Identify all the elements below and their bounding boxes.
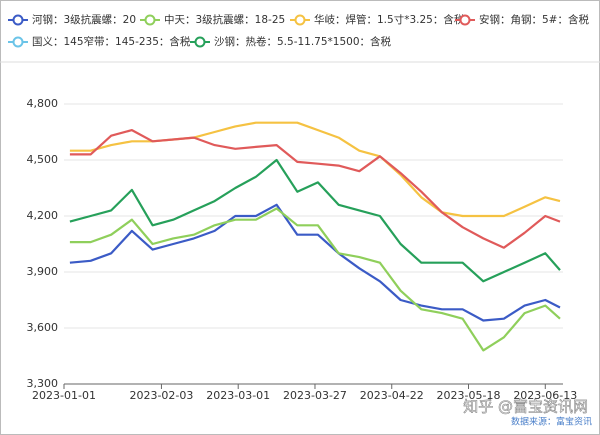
x-tick-label: 2023-02-03 xyxy=(129,389,193,402)
x-tick-label: 2023-04-22 xyxy=(360,389,424,402)
legend-marker xyxy=(12,36,24,48)
series-line xyxy=(69,129,561,249)
x-tick-label: 2023-01-01 xyxy=(32,389,96,402)
y-tick-label: 4,800 xyxy=(27,97,59,110)
legend-marker xyxy=(294,14,306,26)
series-line xyxy=(69,207,561,352)
y-tick-label: 4,500 xyxy=(27,153,59,166)
y-tick-label: 3,600 xyxy=(27,321,59,334)
source: 数据来源：富宝资讯 xyxy=(511,416,592,428)
legend-label: 安钢：角钢：5#：含税 xyxy=(479,13,589,26)
legend-marker xyxy=(194,36,206,48)
legend-label: 河钢：3级抗震螺：20 xyxy=(32,13,136,26)
x-tick-label: 2023-03-27 xyxy=(283,389,347,402)
legend-label: 国义：145窄带：145-235：含税 xyxy=(32,35,191,48)
y-tick-label: 4,200 xyxy=(27,209,59,222)
legend-label: 中天：3级抗震螺：18-25 xyxy=(164,13,285,26)
legend-marker xyxy=(12,14,24,26)
legend-marker xyxy=(459,14,471,26)
watermark: 知乎 @富宝资讯网 xyxy=(463,398,588,416)
x-tick-label: 2023-03-01 xyxy=(206,389,270,402)
legend-label: 华岐：焊管：1.5寸*3.25：含税 xyxy=(314,13,465,26)
legend-marker xyxy=(144,14,156,26)
series-line xyxy=(69,203,561,322)
y-tick-label: 3,900 xyxy=(27,265,59,278)
x-tick-label: 2023-05-18 xyxy=(437,389,501,402)
x-tick-label: 2023-06-13 xyxy=(513,389,577,402)
y-tick-label: 3,300 xyxy=(27,377,59,390)
series-line xyxy=(69,158,561,283)
legend-label: 沙钢：热卷：5.5-11.75*1500：含税 xyxy=(214,35,392,48)
